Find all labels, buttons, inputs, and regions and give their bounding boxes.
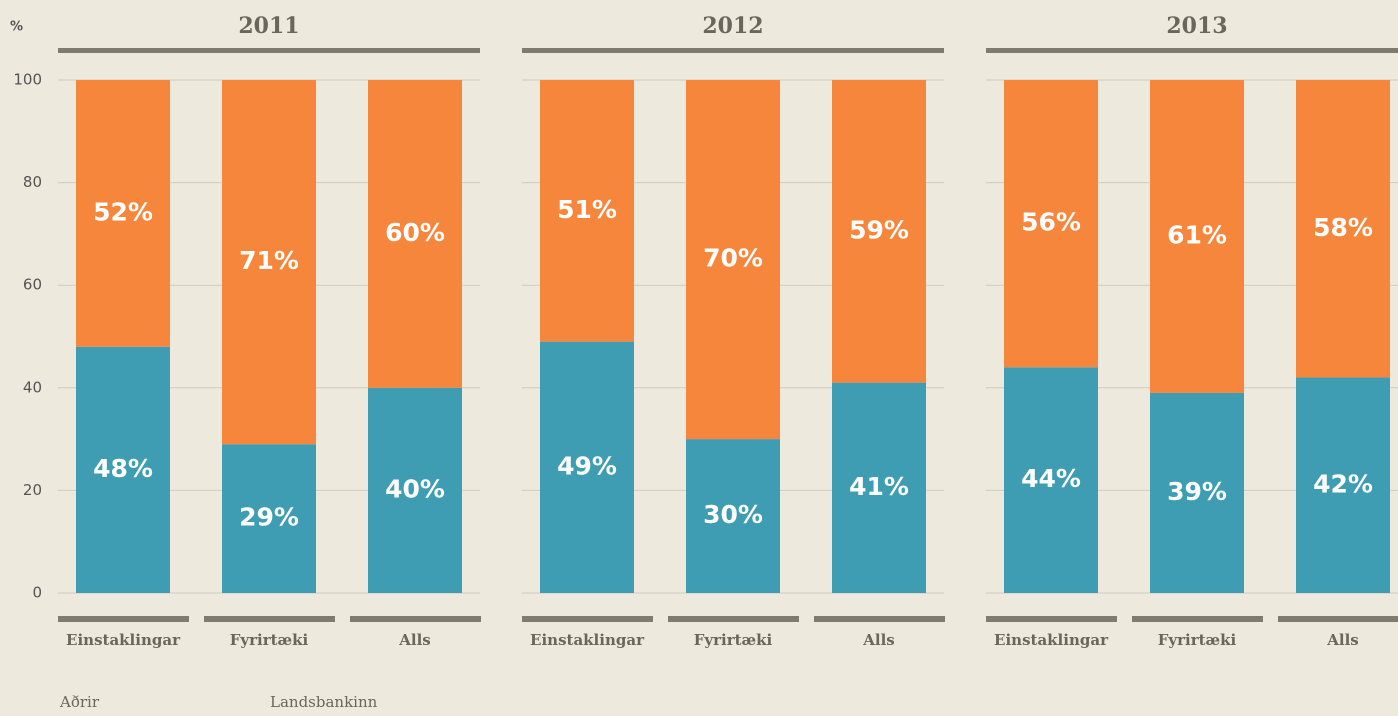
y-tick-label: 80 [23, 173, 42, 191]
value-label: 44% [1021, 464, 1081, 493]
value-label: 39% [1167, 477, 1227, 506]
category-rule [350, 616, 481, 622]
value-label: 52% [93, 197, 153, 226]
value-label: 61% [1167, 220, 1227, 249]
category-rule [668, 616, 799, 622]
value-label: 40% [385, 474, 445, 503]
category-rule [58, 616, 189, 622]
category-rule [986, 616, 1117, 622]
value-label: 59% [849, 215, 909, 244]
bar-segment [1150, 80, 1244, 393]
bar-segment [540, 341, 634, 593]
y-tick-label: 60 [23, 276, 42, 294]
bar-segment [686, 80, 780, 440]
bar-segment [1296, 80, 1390, 378]
y-tick-label: 20 [23, 481, 42, 499]
value-label: 70% [703, 244, 763, 273]
category-rule [814, 616, 945, 622]
y-tick-label: 0 [32, 584, 42, 602]
value-label: 30% [703, 500, 763, 529]
bar-segment [832, 382, 926, 593]
category-rule [1132, 616, 1263, 622]
x-tick-label: Fyrirtæki [694, 631, 773, 649]
panel-title-rule [986, 48, 1398, 53]
value-label: 58% [1313, 213, 1373, 242]
value-label: 29% [239, 503, 299, 532]
bar-segment [1004, 367, 1098, 593]
bar-segment [1004, 80, 1098, 368]
y-tick-label: 100 [13, 71, 42, 89]
bar-segment [76, 80, 170, 347]
value-label: 56% [1021, 208, 1081, 237]
bar-segment [222, 444, 316, 593]
x-tick-label: Fyrirtæki [1158, 631, 1237, 649]
x-tick-label: Einstaklingar [66, 631, 181, 649]
bar-segment [76, 346, 170, 593]
panel-title-rule [58, 48, 480, 53]
value-label: 71% [239, 246, 299, 275]
panel-title: 2012 [702, 13, 763, 39]
bar-segment [540, 80, 634, 342]
legend-entry: Aðrir [59, 693, 100, 711]
x-tick-label: Alls [862, 631, 894, 649]
x-tick-label: Alls [398, 631, 430, 649]
value-label: 41% [849, 472, 909, 501]
value-label: 60% [385, 218, 445, 247]
value-label: 51% [557, 195, 617, 224]
panel-title-rule [522, 48, 944, 53]
value-label: 49% [557, 451, 617, 480]
panel-title: 2013 [1166, 13, 1227, 39]
bar-segment [1150, 392, 1244, 593]
x-tick-label: Einstaklingar [994, 631, 1109, 649]
y-axis-label: % [10, 20, 23, 35]
bar-segment [368, 387, 462, 593]
value-label: 42% [1313, 469, 1373, 498]
category-rule [1278, 616, 1398, 622]
category-rule [204, 616, 335, 622]
category-rule [522, 616, 653, 622]
panel-title: 2011 [238, 13, 299, 39]
bar-segment [832, 80, 926, 383]
bar-segment [1296, 377, 1390, 593]
bar-segment [686, 439, 780, 593]
x-tick-label: Alls [1326, 631, 1358, 649]
x-tick-label: Fyrirtæki [230, 631, 309, 649]
x-tick-label: Einstaklingar [530, 631, 645, 649]
legend-entry: Landsbankinn [270, 693, 378, 711]
bar-segment [222, 80, 316, 445]
bar-segment [368, 80, 462, 388]
y-tick-label: 40 [23, 378, 42, 396]
value-label: 48% [93, 454, 153, 483]
